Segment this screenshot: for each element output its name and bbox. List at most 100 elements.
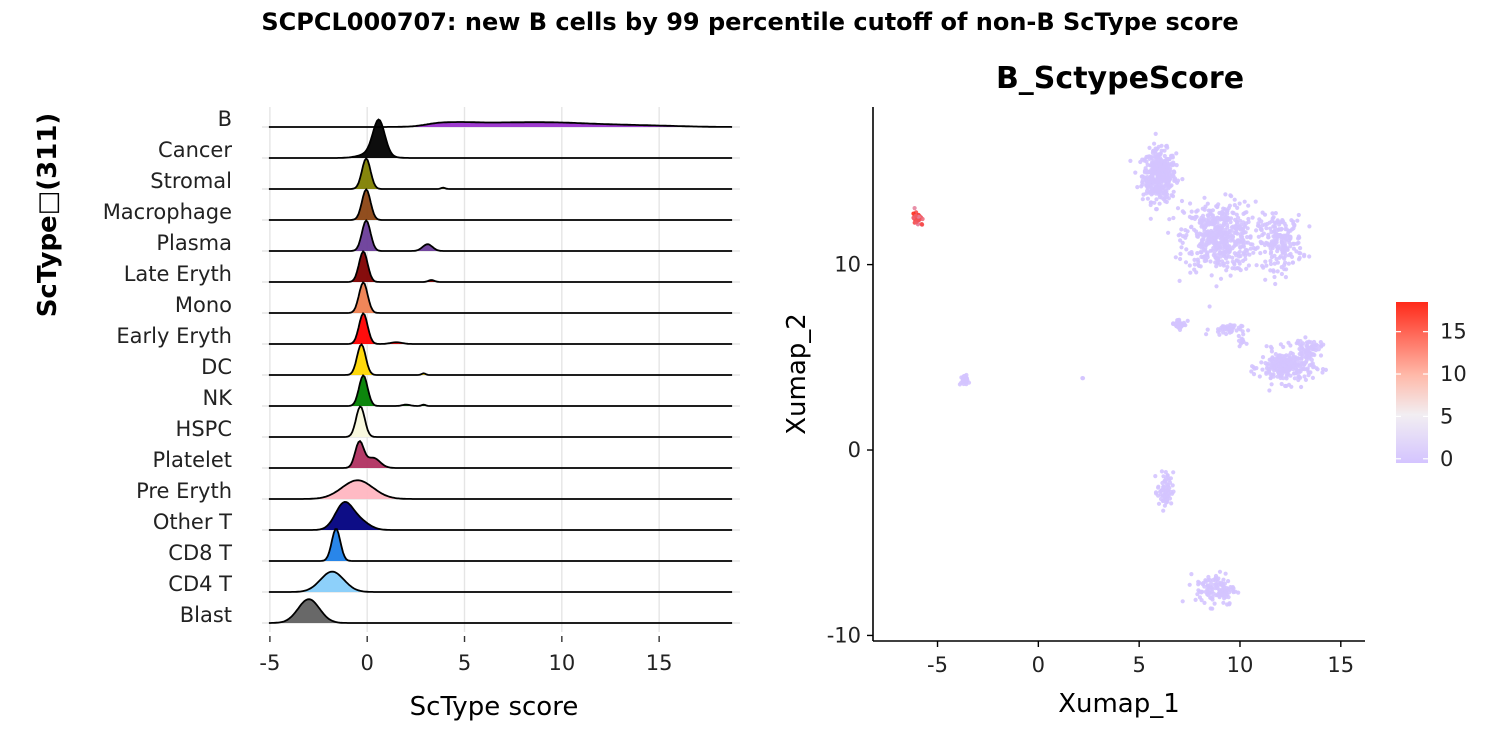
umap-point xyxy=(1241,242,1246,247)
umap-point xyxy=(1177,321,1182,326)
umap-point xyxy=(1219,216,1224,221)
umap-point xyxy=(1181,320,1186,325)
umap-point xyxy=(1164,199,1169,205)
umap-point xyxy=(1303,351,1308,356)
category-label: Pre Eryth xyxy=(136,479,232,503)
umap-point xyxy=(1151,170,1156,175)
ridge-pre-eryth xyxy=(268,479,733,500)
umap-point xyxy=(1292,376,1297,381)
umap-point xyxy=(1175,206,1181,211)
umap-point xyxy=(1273,352,1278,357)
umap-point xyxy=(1288,235,1293,240)
umap-point xyxy=(1199,219,1204,225)
umap-point xyxy=(1192,227,1197,232)
umap-point xyxy=(1128,158,1133,163)
umap-point xyxy=(1287,365,1292,370)
ridgeline-x-tick-label: 0 xyxy=(361,651,374,675)
umap-point xyxy=(1179,198,1185,204)
umap-point xyxy=(1238,244,1243,249)
umap-point xyxy=(1183,260,1189,265)
color-legend-ticks: 0 5 10 15 xyxy=(1396,320,1467,471)
umap-point xyxy=(1213,220,1218,225)
umap-point xyxy=(1274,257,1279,262)
umap-point xyxy=(1257,374,1262,379)
umap-point xyxy=(1266,235,1271,240)
umap-y-tick-label: 10 xyxy=(834,253,861,277)
umap-point xyxy=(1170,163,1175,168)
umap-point xyxy=(1169,153,1174,158)
umap-point xyxy=(1313,348,1318,353)
umap-point xyxy=(1308,370,1313,375)
umap-point xyxy=(1240,231,1245,236)
umap-point xyxy=(1251,250,1256,255)
umap-point xyxy=(1234,229,1239,234)
umap-point xyxy=(1231,590,1236,595)
umap-point xyxy=(1192,257,1197,262)
umap-point xyxy=(1150,150,1155,155)
umap-point xyxy=(1246,203,1251,208)
umap-point xyxy=(1271,374,1276,379)
ridge-outline xyxy=(268,405,733,438)
umap-point xyxy=(1172,177,1177,182)
umap-point xyxy=(1159,469,1164,474)
umap-point xyxy=(1171,470,1176,475)
umap-point xyxy=(919,222,924,227)
umap-point xyxy=(1234,258,1240,263)
umap-point xyxy=(1281,255,1286,260)
umap-point xyxy=(1164,497,1170,502)
umap-point xyxy=(1203,232,1208,237)
ridge-outline xyxy=(268,280,733,314)
umap-point xyxy=(1259,219,1264,224)
umap-point xyxy=(1189,209,1194,214)
umap-point xyxy=(1278,368,1283,373)
umap-point xyxy=(1259,360,1264,365)
umap-point xyxy=(1189,224,1194,229)
umap-point xyxy=(1205,201,1210,206)
category-label: Stromal xyxy=(150,169,232,193)
ridge-plasma xyxy=(268,218,733,252)
umap-point xyxy=(1154,197,1159,202)
umap-cluster xyxy=(1153,469,1176,513)
ridge-stromal xyxy=(268,156,733,190)
ridge-late-eryth xyxy=(268,249,733,283)
umap-point xyxy=(1237,201,1242,206)
umap-point xyxy=(1196,263,1201,268)
umap-point xyxy=(1175,318,1180,323)
umap-point xyxy=(1208,231,1213,236)
umap-point xyxy=(1161,474,1166,479)
ridge-outline xyxy=(268,479,733,500)
umap-point xyxy=(1178,256,1183,262)
ridge-nk xyxy=(268,373,733,407)
umap-point xyxy=(1192,267,1197,272)
umap-point xyxy=(1260,355,1266,360)
ridge-fill xyxy=(268,480,733,499)
umap-point xyxy=(1278,375,1283,381)
umap-point xyxy=(1263,259,1268,264)
umap-point xyxy=(1228,247,1233,252)
umap-point xyxy=(1216,256,1221,261)
umap-point xyxy=(1199,250,1204,255)
umap-point xyxy=(1205,250,1210,255)
umap-point xyxy=(1251,372,1257,377)
umap-cluster xyxy=(1080,376,1086,381)
umap-point xyxy=(1261,231,1266,236)
umap-point xyxy=(1279,381,1284,387)
umap-point xyxy=(1267,388,1272,393)
umap-cluster xyxy=(1249,340,1328,393)
ridge-macrophage xyxy=(268,187,733,221)
umap-point xyxy=(1214,584,1219,590)
umap-point xyxy=(1244,266,1249,271)
umap-point xyxy=(1277,227,1282,232)
umap-point xyxy=(1221,261,1226,266)
umap-point xyxy=(1246,263,1251,268)
umap-point xyxy=(1297,351,1302,357)
umap-point xyxy=(1199,215,1204,220)
umap-point xyxy=(1303,360,1308,365)
umap-point xyxy=(1153,131,1158,136)
umap-point xyxy=(1302,347,1307,352)
figure-title: SCPCL000707: new B cells by 99 percentil… xyxy=(261,8,1238,36)
umap-point xyxy=(1291,219,1296,224)
umap-point xyxy=(1275,249,1280,254)
legend-tick-label: 15 xyxy=(1440,320,1467,344)
